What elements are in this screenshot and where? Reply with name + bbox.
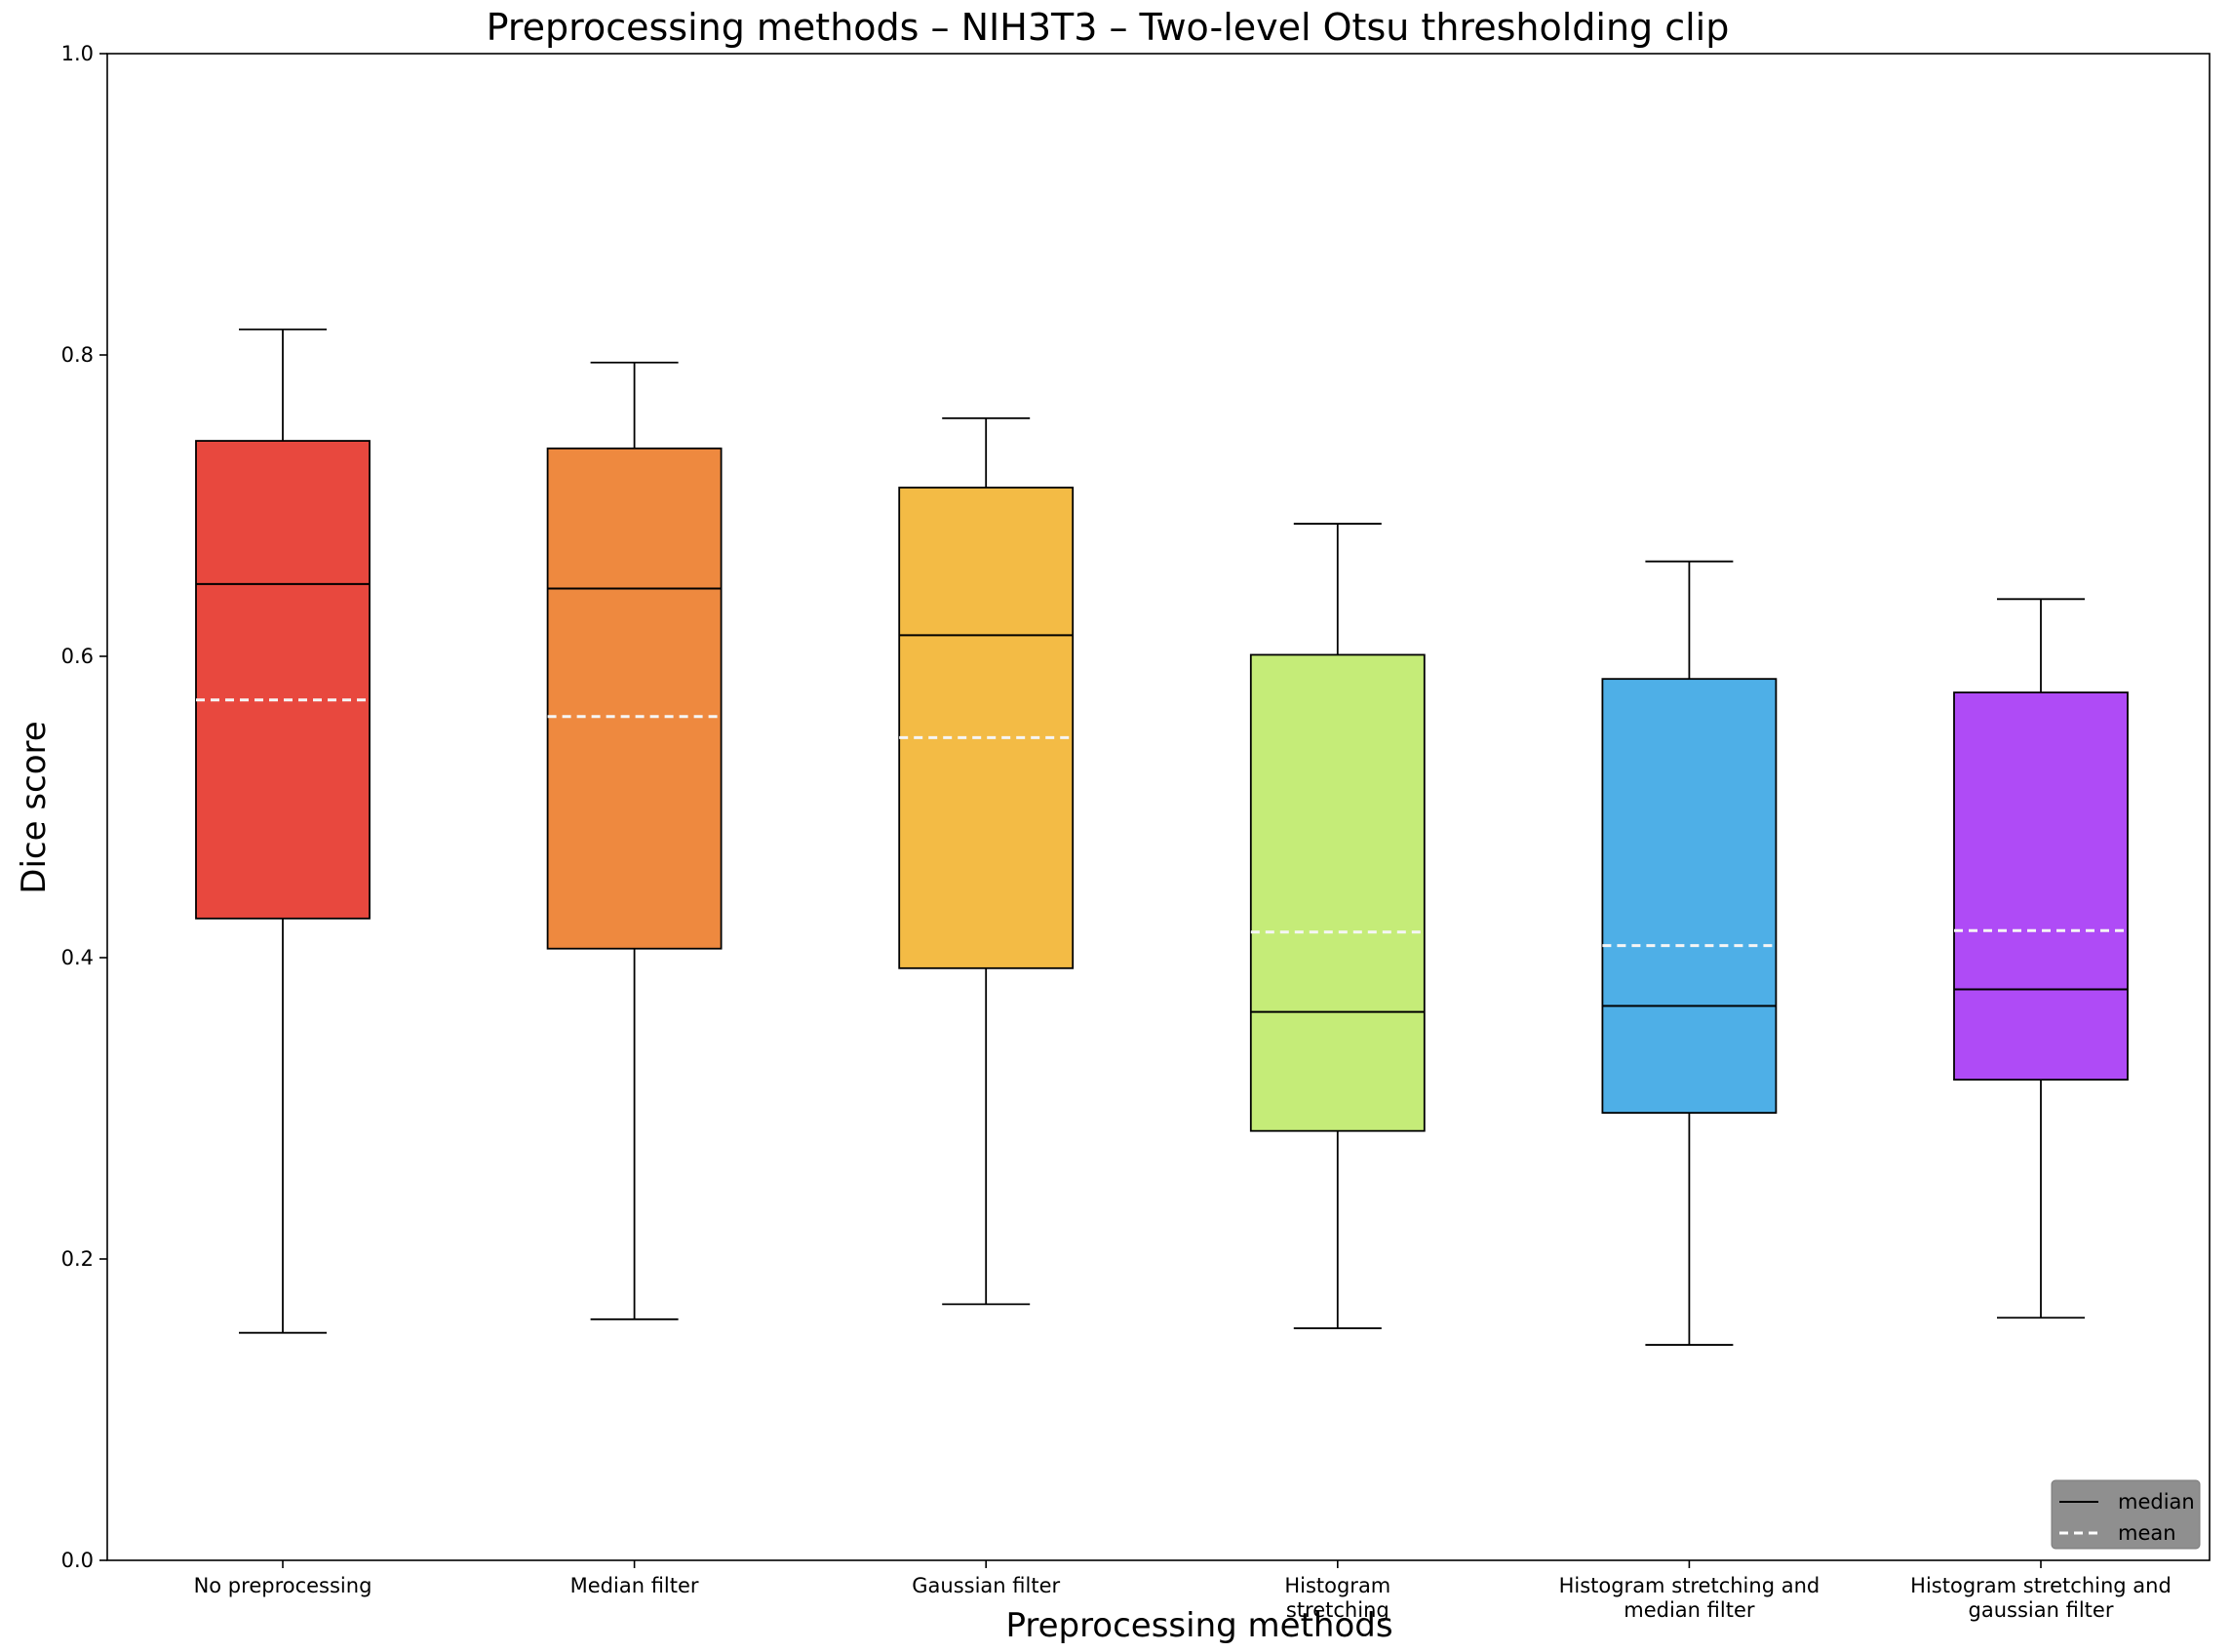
y-tick-label: 0.0 <box>61 1549 94 1572</box>
box-iqr <box>546 447 723 950</box>
x-tick-label: No preprocessing <box>194 1574 372 1597</box>
box-iqr <box>1953 691 2129 1082</box>
y-tick-label: 0.4 <box>61 946 94 969</box>
legend-median-label: median <box>2118 1490 2195 1514</box>
legend: median mean <box>2051 1479 2201 1550</box>
x-tick-label: Histogram stretching and gaussian filter <box>1910 1574 2172 1622</box>
x-tick-label-line: stretching <box>1286 1598 1389 1622</box>
x-tick-label-line: Histogram <box>1284 1574 1390 1597</box>
y-tick-label: 0.6 <box>61 645 94 668</box>
y-axis-label: Dice score <box>15 721 54 893</box>
x-tick-label-line: No preprocessing <box>194 1574 372 1597</box>
x-tick-label-line: Gaussian filter <box>912 1574 1060 1597</box>
box-group-4 <box>1249 523 1426 1329</box>
x-tick-label: Histogram stretching and median filter <box>1559 1574 1820 1622</box>
box-iqr <box>898 487 1075 969</box>
x-tick-label-line: median filter <box>1624 1598 1755 1622</box>
box-group-1 <box>195 328 371 1334</box>
box-iqr <box>1601 678 1778 1115</box>
box-group-3 <box>898 416 1075 1306</box>
x-tick-label-line: Histogram stretching and <box>1559 1574 1820 1597</box>
chart-title: Preprocessing methods – NIH3T3 – Two-lev… <box>487 6 1730 49</box>
x-tick-label: Histogram stretching <box>1284 1574 1390 1622</box>
x-tick-label: Median filter <box>570 1574 699 1597</box>
x-tick-label: Gaussian filter <box>912 1574 1060 1597</box>
y-tick-label: 0.8 <box>61 343 94 367</box>
x-tick-label-line: gaussian filter <box>1969 1598 2114 1622</box>
y-axis-ticks: 0.0 0.2 0.4 0.6 0.8 1.0 <box>61 42 107 1572</box>
plot-frame <box>106 53 2211 1561</box>
x-axis-label: Preprocessing methods <box>1005 1606 1392 1645</box>
y-tick-label: 0.2 <box>61 1247 94 1271</box>
x-axis-ticks: No preprocessing Median filter Gaussian fi… <box>194 1560 2172 1622</box>
y-tick-label: 1.0 <box>61 42 94 65</box>
box-iqr <box>1249 653 1426 1132</box>
box-group-5 <box>1601 560 1778 1346</box>
box-group-6 <box>1953 598 2129 1319</box>
box-iqr <box>195 440 371 920</box>
x-tick-label-line: Median filter <box>570 1574 699 1597</box>
plot-area <box>195 328 2129 1346</box>
legend-mean-label: mean <box>2118 1521 2176 1545</box>
x-tick-label-line: Histogram stretching and <box>1910 1574 2172 1597</box>
box-group-2 <box>546 361 723 1320</box>
